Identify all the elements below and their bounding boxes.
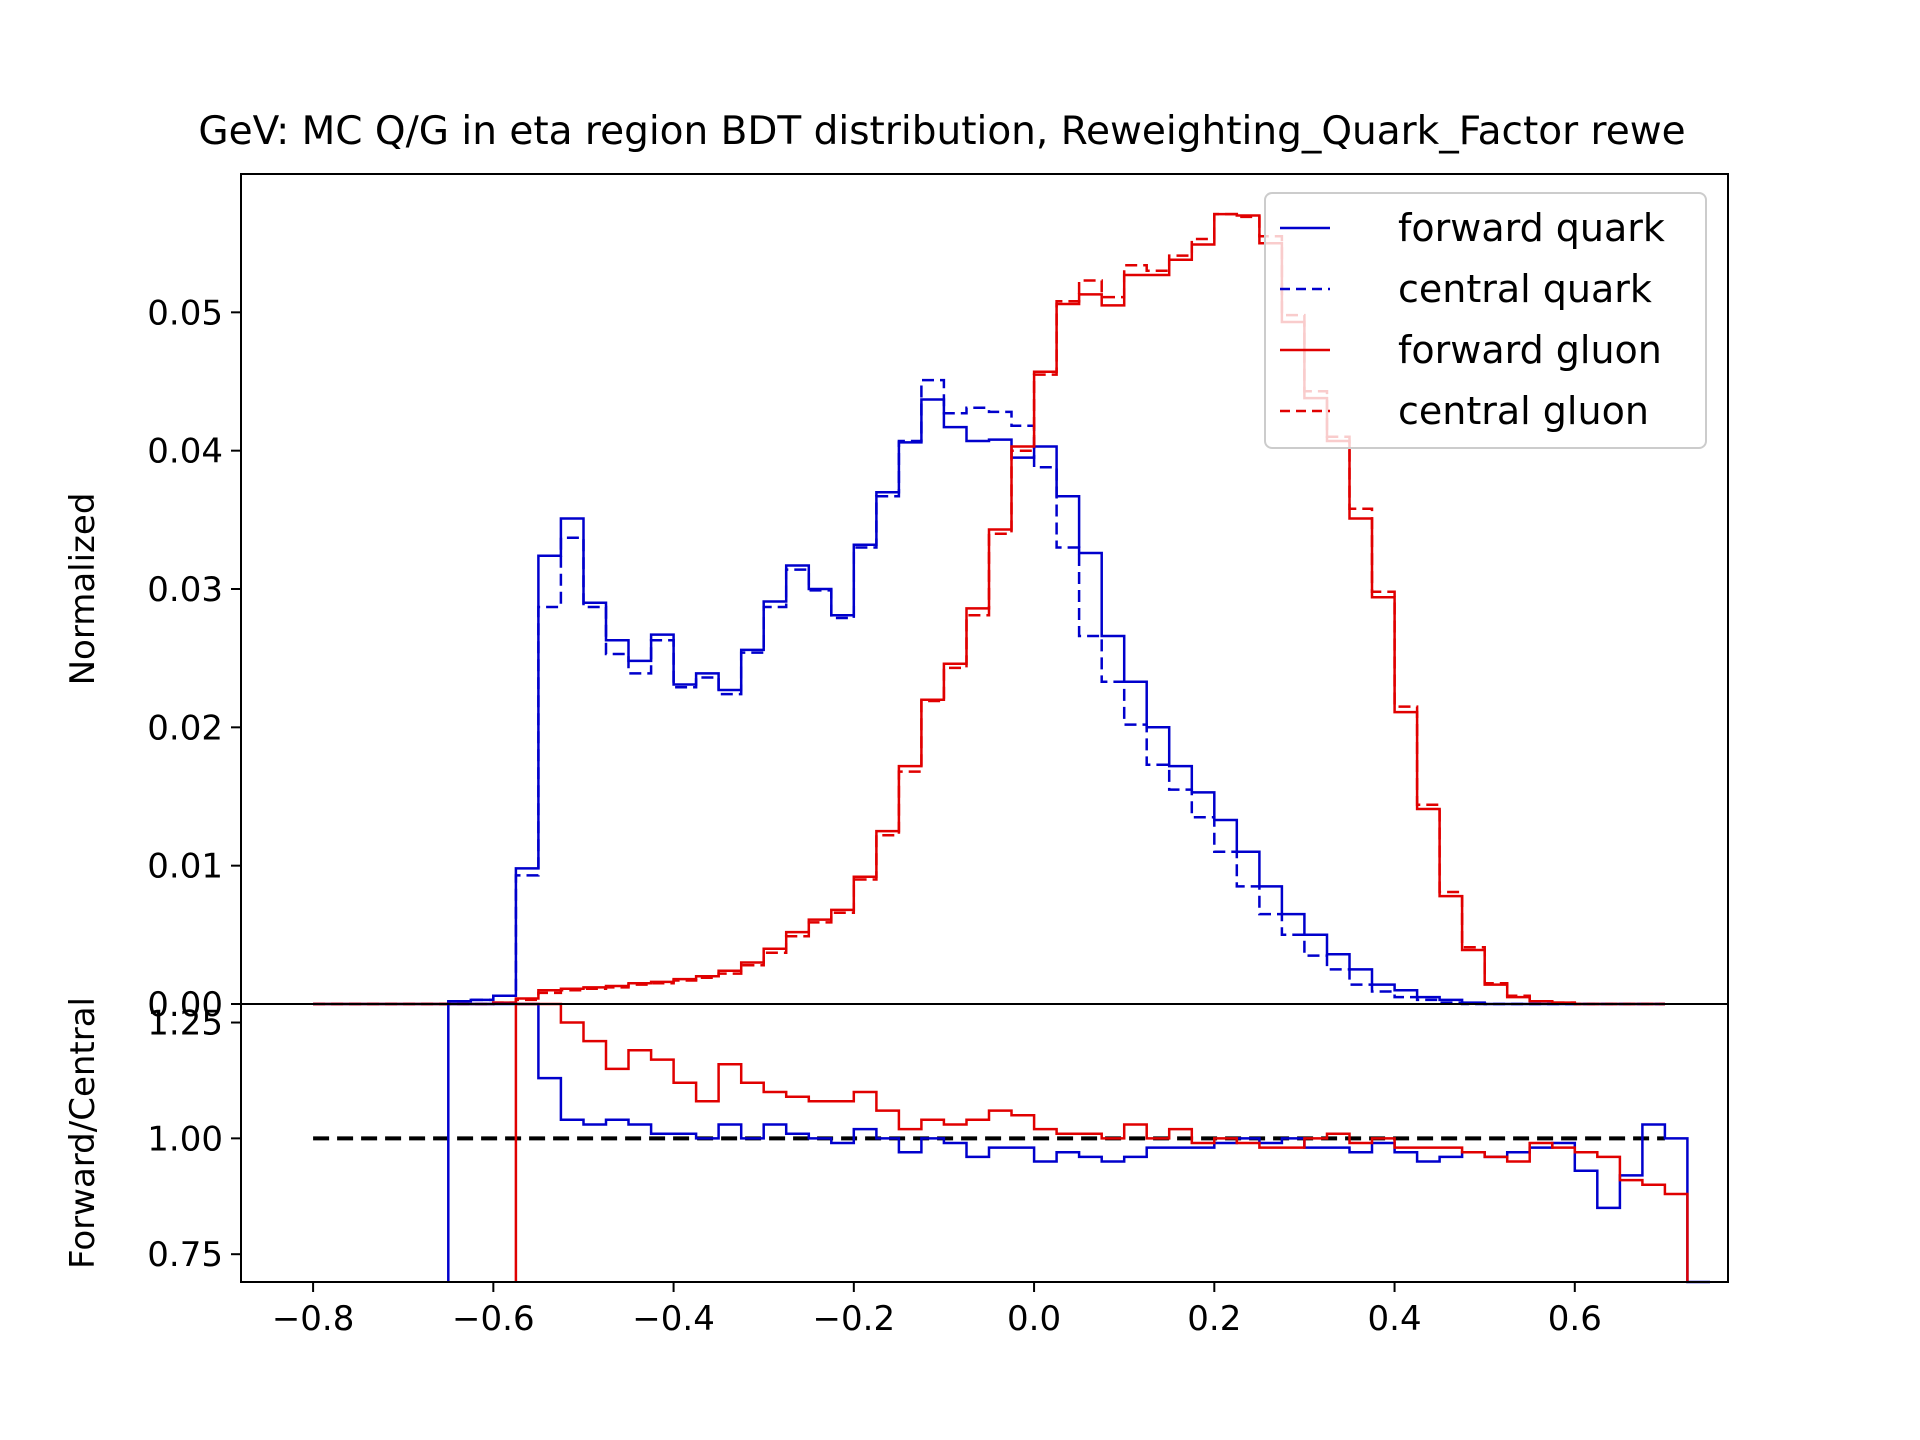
top-ylabel: Normalized [63,493,103,686]
legend-label-forward-quark: forward quark [1398,206,1665,250]
x-tick-label: −0.4 [632,1299,715,1339]
legend-label-forward-gluon: forward gluon [1398,328,1662,372]
x-tick-label: 0.4 [1368,1299,1422,1339]
x-tick-label: −0.8 [272,1299,355,1339]
ratio-panel-series [313,1002,1710,1284]
legend-label-central-gluon: central gluon [1398,389,1649,433]
legend-box [1264,192,1707,449]
top-y-tick-label: 0.02 [147,708,223,748]
x-tick-label: 0.0 [1007,1299,1061,1339]
ratio-line-quark [447,1002,1710,1284]
top-y-tick-label: 0.04 [147,432,223,472]
legend: forward quark central quark forward gluo… [1264,192,1707,449]
x-tick-label: −0.6 [452,1299,535,1339]
top-y-tick-label: 0.03 [147,570,223,610]
x-tick-label: 0.6 [1548,1299,1602,1339]
series-line-central-gluon [313,212,1665,1006]
x-tick-label: 0.2 [1187,1299,1241,1339]
top-panel-series [313,212,1665,1006]
legend-label-central-quark: central quark [1398,267,1652,311]
series-line-forward-quark [313,398,1665,1006]
ratio-y-tick-label: 1.25 [147,1004,223,1044]
series-line-central-quark [313,378,1665,1006]
ratio-y-tick-label: 0.75 [147,1235,223,1275]
ratio-panel-frame [240,1003,1729,1283]
ratio-y-tick-label: 1.00 [147,1119,223,1159]
top-y-tick-label: 0.05 [147,293,223,333]
top-y-tick-label: 0.01 [147,847,223,887]
axis-ticks: −0.8 −0.6 −0.4 −0.2 0.0 0.2 0.4 0.6 0.00 0.01 0.02… [147,293,1602,1339]
ratio-line-gluon [514,1002,1689,1282]
chart-title: GeV: MC Q/G in eta region BDT distributi… [198,109,1685,154]
top-y-tick-label: 0.00 [147,985,223,1025]
x-tick-label: −0.2 [813,1299,896,1339]
ratio-ylabel: Forward/Central [63,997,103,1269]
